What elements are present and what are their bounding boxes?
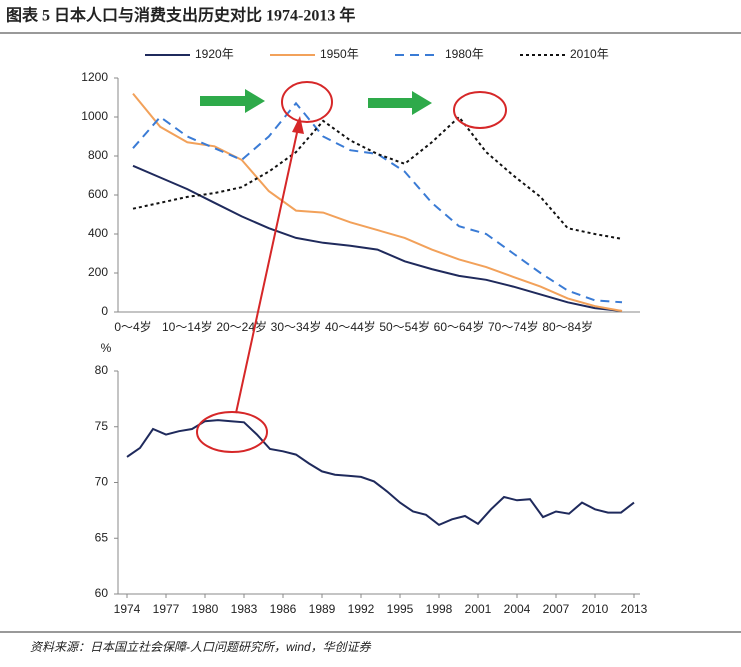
legend-label: 1980年 [445, 47, 484, 61]
y-tick-label: 0 [101, 304, 108, 318]
x-tick-label: 1998 [426, 602, 453, 616]
y-tick-label: 65 [95, 530, 109, 544]
source: 资料来源：日本国立社会保障-人口问题研究所，wind，华创证券 [30, 640, 372, 654]
y-tick-label: 200 [88, 265, 108, 279]
title: 图表 5 日本人口与消费支出历史对比 1974-2013 年 [6, 6, 355, 25]
legend-label: 2010年 [570, 47, 609, 61]
x-tick-label: 1986 [270, 602, 297, 616]
legend-label: 1950年 [320, 47, 359, 61]
arrow-head [292, 116, 304, 134]
y-tick-label: 80 [95, 363, 109, 377]
y-tick-label: 600 [88, 187, 108, 201]
x-tick-label: 80～84岁 [542, 319, 593, 334]
y-tick-label: 75 [95, 419, 109, 433]
series-line [132, 115, 623, 240]
x-tick-label: 0～4岁 [114, 319, 151, 334]
x-tick-label: 40～44岁 [325, 319, 376, 334]
x-tick-label: 50～54岁 [379, 319, 430, 334]
x-tick-label: 20～24岁 [216, 319, 267, 334]
x-tick-label: 70～74岁 [488, 319, 539, 334]
arrow-line [235, 127, 299, 414]
legend-label: 1920年 [195, 47, 234, 61]
circle [281, 81, 333, 123]
arrow [200, 89, 265, 113]
annotations [196, 81, 507, 453]
x-tick-label: 1977 [153, 602, 180, 616]
x-tick-label: 2001 [465, 602, 492, 616]
y-tick-label: 800 [88, 148, 108, 162]
series-line [126, 419, 635, 527]
x-tick-label: 2007 [543, 602, 570, 616]
arrow [368, 91, 432, 115]
y-tick-label: 70 [95, 475, 109, 489]
x-tick-label: 2004 [504, 602, 531, 616]
y-tick-label: 1000 [81, 109, 108, 123]
x-tick-label: 1974 [114, 602, 141, 616]
x-tick-label: 1980 [192, 602, 219, 616]
circle [196, 411, 268, 453]
x-tick-label: 1995 [387, 602, 414, 616]
x-tick-label: 10～14岁 [162, 319, 213, 334]
x-tick-label: 1989 [309, 602, 336, 616]
x-tick-label: 1983 [231, 602, 258, 616]
x-tick-label: 30～34岁 [271, 319, 322, 334]
x-tick-label: 60～64岁 [434, 319, 485, 334]
x-tick-label: 2013 [621, 602, 648, 616]
y-tick-label: 400 [88, 226, 108, 240]
circle [453, 91, 507, 129]
series-line [132, 92, 623, 312]
series-line [132, 101, 623, 304]
y-label: % [101, 341, 112, 355]
y-tick-label: 1200 [81, 70, 108, 84]
y-tick-label: 60 [95, 586, 109, 600]
x-tick-label: 2010 [582, 602, 609, 616]
series-line [132, 164, 623, 312]
x-tick-label: 1992 [348, 602, 375, 616]
